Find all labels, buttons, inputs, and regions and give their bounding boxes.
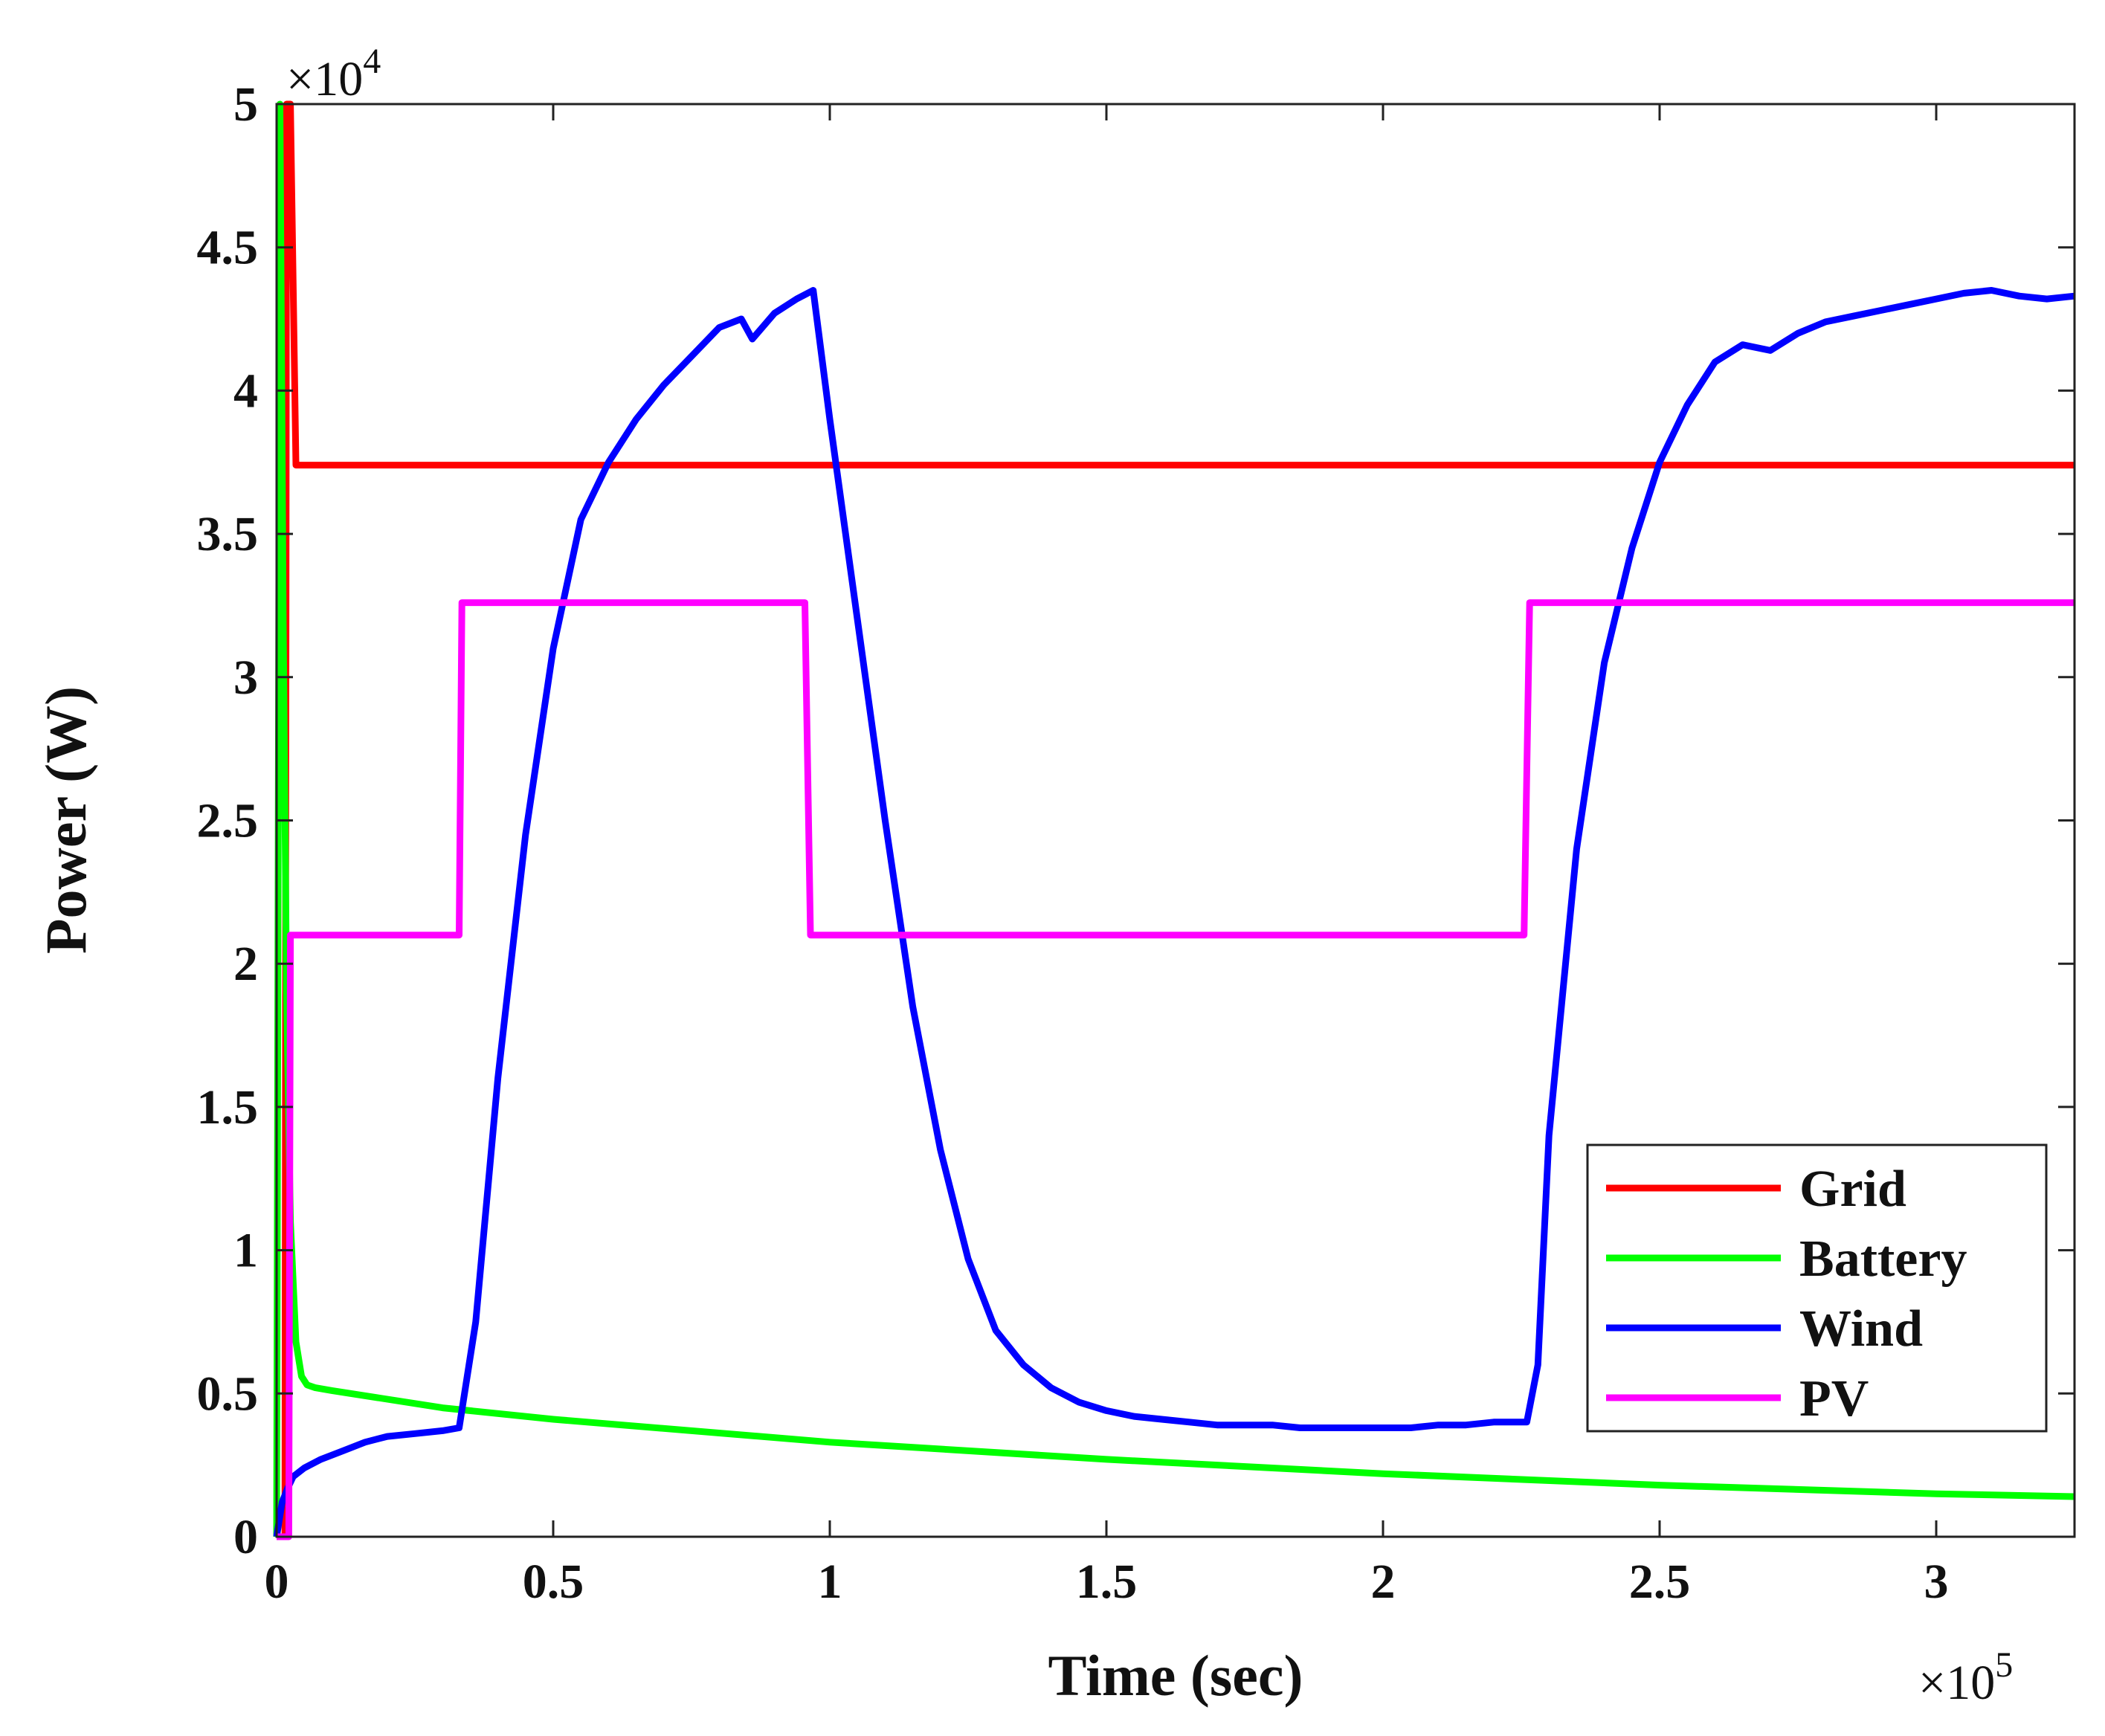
y-tick-label: 3 [233,651,258,705]
y-tick-label: 2.5 [197,794,259,848]
x-tick-label: 0 [265,1555,289,1609]
series-line-grid [277,100,2075,1540]
legend-box [1586,1143,2048,1433]
y-tick-label: 4.5 [197,221,259,275]
y-tick-label: 3.5 [197,507,259,561]
x-tick-label: 0.5 [523,1555,584,1609]
y-tick-label: 0 [233,1510,258,1564]
x-multiplier-exp: 5 [1995,1645,2013,1685]
x-tick-label: 3 [1924,1555,1949,1609]
y-multiplier-base: ×10 [286,52,363,106]
x-tick-label: 1.5 [1076,1555,1138,1609]
y-tick-label: 1.5 [197,1080,259,1135]
y-tick-label: 5 [233,77,258,132]
legend: Grid Battery Wind PV [1586,1143,2048,1433]
x-multiplier-base: ×10 [1918,1656,1995,1710]
x-tick-label: 2 [1371,1555,1396,1609]
y-tick-label: 0.5 [197,1366,259,1421]
legend-label-pv: PV [1799,1370,1869,1427]
legend-label-grid: Grid [1799,1161,1906,1218]
legend-label-wind: Wind [1799,1300,1923,1358]
series-line-wind [273,287,2075,1537]
x-tick-label: 1 [818,1555,842,1609]
y-tick-label: 1 [233,1224,258,1278]
y-multiplier-exp: 4 [363,42,381,81]
x-multiplier: ×105 [1918,1645,2013,1710]
x-axis-label: Time (sec) [1048,1643,1303,1708]
y-tick-label: 4 [233,364,258,418]
y-multiplier: ×104 [286,42,381,106]
tick-layer: 0 0.5 1 1.5 2 2.5 3 0 0.5 1 1.5 2 2.5 3 3.5 4 4.5 5 [197,77,2075,1609]
x-tick-label: 2.5 [1629,1555,1691,1609]
series-line-pv [277,599,2075,1540]
y-axis-label: Power (W) [33,686,98,954]
legend-label-battery: Battery [1799,1230,1967,1288]
series-line-battery [273,100,2075,1537]
y-tick-label: 2 [233,937,258,991]
series-layer [273,100,2075,1540]
